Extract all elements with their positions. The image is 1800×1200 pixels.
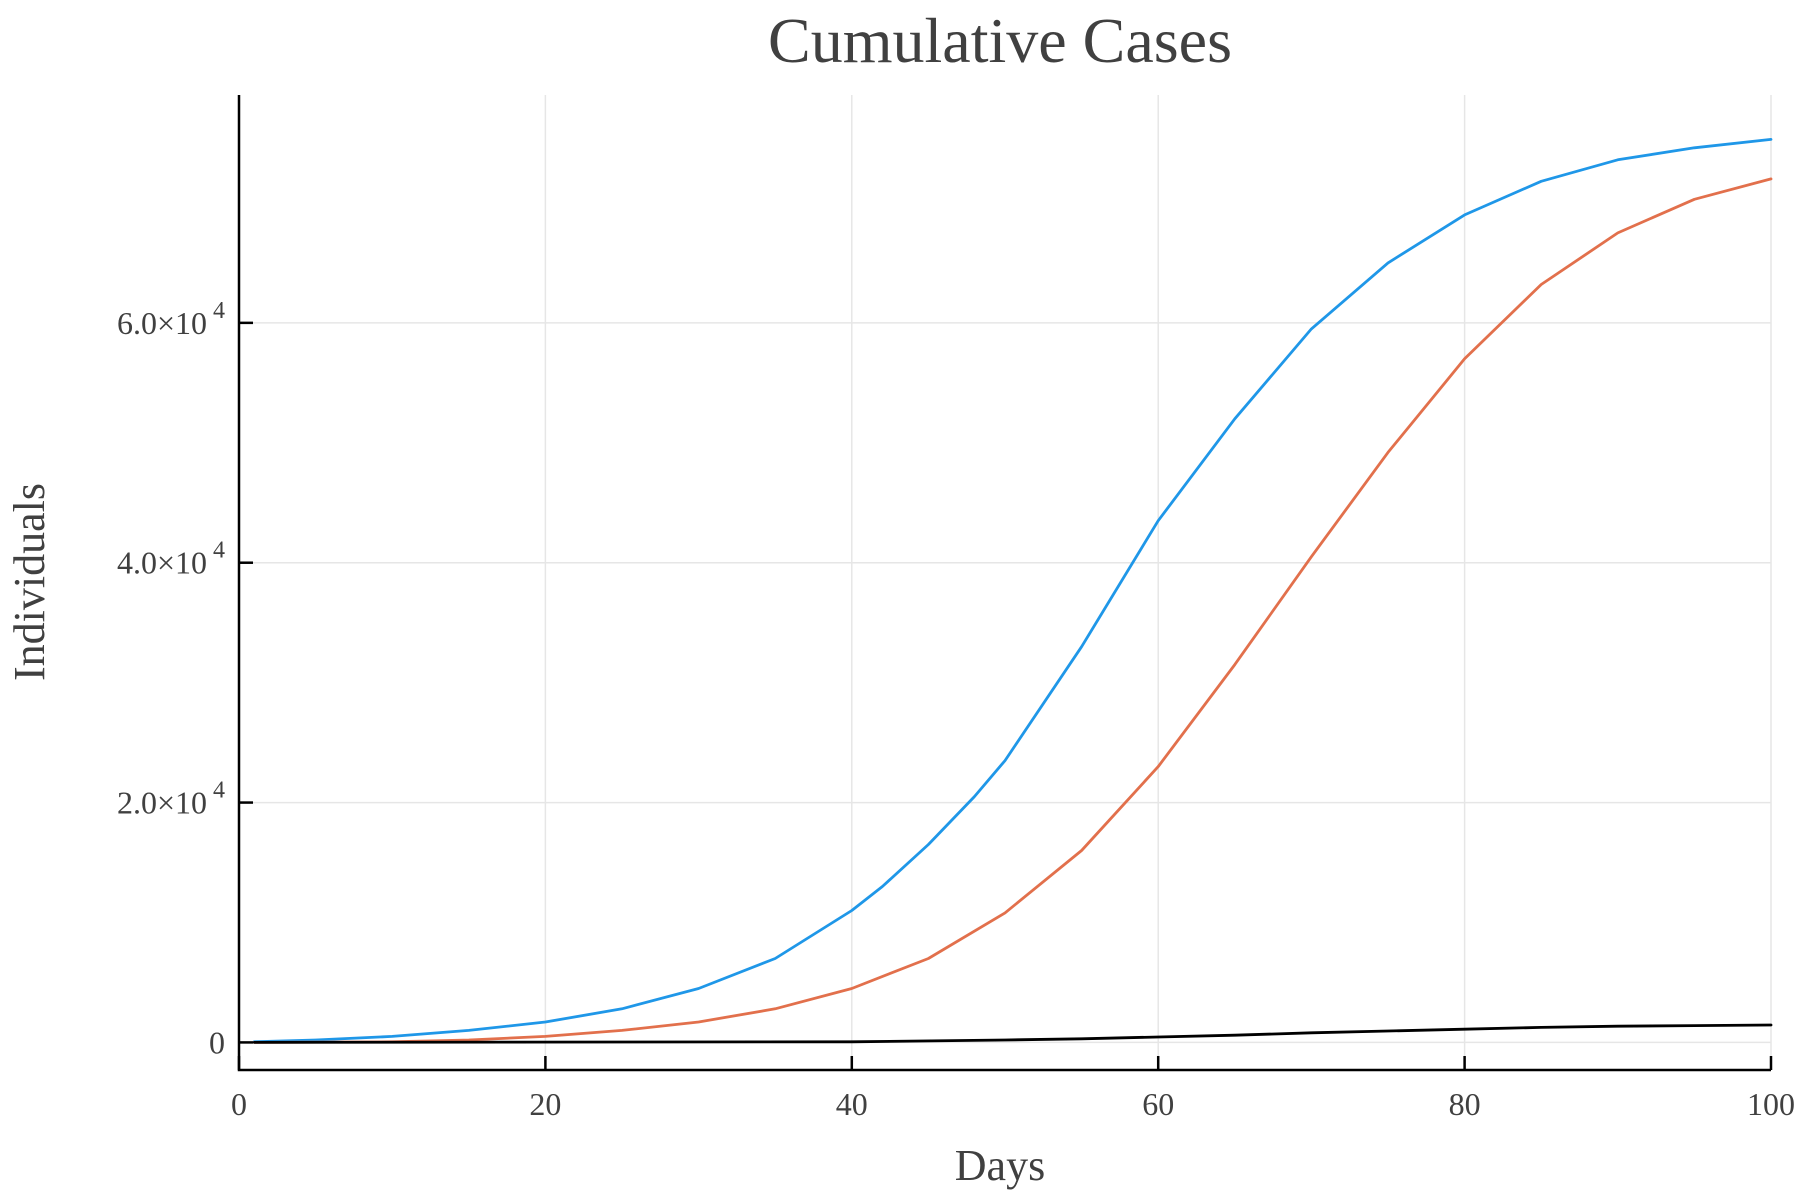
x-tick-label-1: 20: [529, 1086, 561, 1122]
y-tick-label-1: 2.0×10 4: [117, 778, 225, 821]
axes: [237, 95, 1773, 1072]
x-tick-label-3: 60: [1142, 1086, 1174, 1122]
x-tick-label-0: 0: [231, 1086, 247, 1122]
axis-frame: [237, 95, 1771, 1072]
chart-title: Cumulative Cases: [768, 5, 1232, 76]
series-line-0: [252, 138, 1773, 1044]
series-group: [252, 138, 1773, 1044]
y-tick-label-3: 6.0×10 4: [117, 298, 225, 341]
series-line-1: [252, 177, 1773, 1044]
tick-labels: 0 20 40 60 80 100 0 2.0×10 4 4.0×10 4 6.0×10 4: [117, 298, 1795, 1122]
y-tick-label-2: 4.0×10 4: [117, 538, 225, 581]
x-tick-label-5: 100: [1747, 1086, 1795, 1122]
x-tick-label-4: 80: [1449, 1086, 1481, 1122]
series-line-2: [252, 1023, 1773, 1044]
x-axis-label: Days: [955, 1141, 1045, 1190]
x-tick-label-2: 40: [836, 1086, 868, 1122]
grid: [239, 95, 1772, 1070]
y-axis-label: Individuals: [5, 483, 54, 681]
y-tick-label-0: 0: [209, 1024, 225, 1060]
